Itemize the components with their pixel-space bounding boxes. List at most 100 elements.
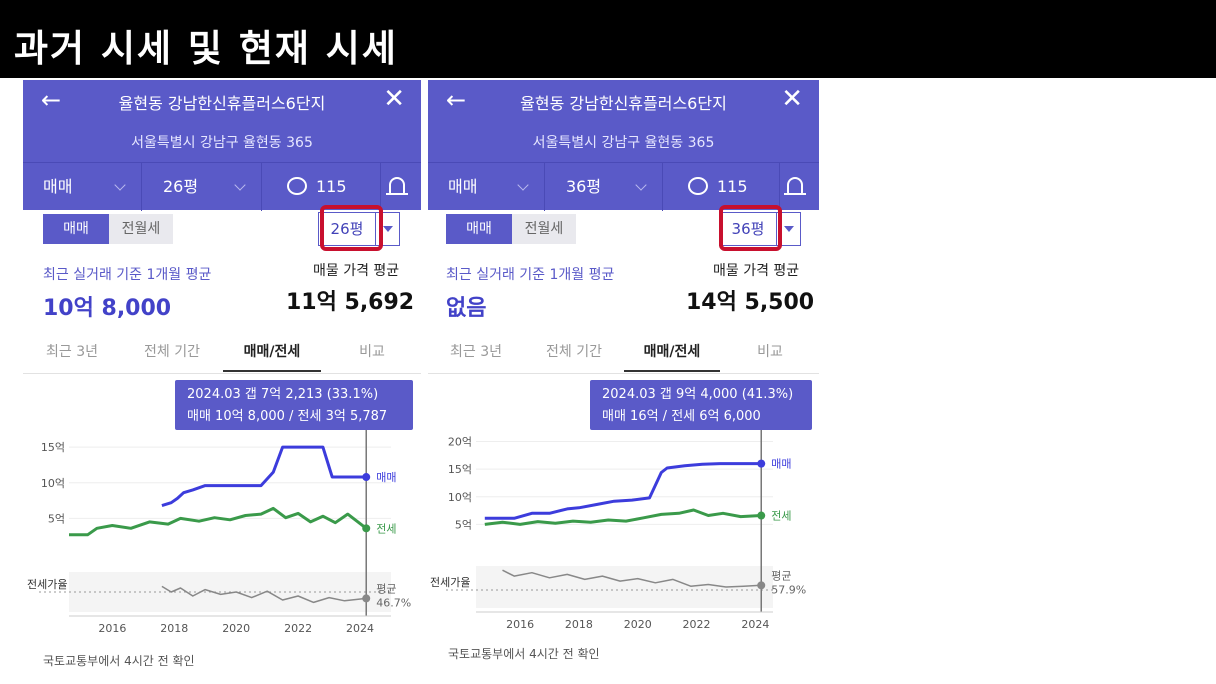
divider bbox=[662, 163, 663, 211]
legend-jeonse: 전세 bbox=[771, 510, 791, 523]
tooltip-line-2: 매매 10억 8,000 / 전세 3억 5,787 bbox=[187, 409, 387, 424]
x-tick-label: 2018 bbox=[160, 622, 188, 635]
listing-price-value: 11억 5,692 bbox=[286, 290, 415, 315]
jeonse-line bbox=[484, 508, 762, 526]
recent-price-value: 없음 bbox=[446, 296, 487, 321]
legend-ratio-label: 평균 bbox=[771, 569, 791, 582]
legend-jeonse: 전세 bbox=[376, 522, 396, 535]
divider bbox=[776, 213, 777, 245]
y-tick-label: 5억 bbox=[48, 512, 65, 525]
ratio-line bbox=[502, 569, 762, 588]
tooltip-line-2: 매매 16억 / 전세 6억 6,000 bbox=[602, 409, 761, 424]
comment-count[interactable]: 115 bbox=[717, 177, 748, 196]
tab-recent-3y[interactable]: 최근 3년 bbox=[46, 344, 98, 360]
x-tick-label: 2018 bbox=[565, 618, 593, 631]
tab-recent-3y[interactable]: 최근 3년 bbox=[450, 344, 502, 360]
tab-all-period[interactable]: 전체 기간 bbox=[546, 344, 602, 360]
comment-icon[interactable] bbox=[287, 177, 307, 195]
ratio-axis-label: 전세가율 bbox=[27, 578, 67, 591]
x-tick-label: 2016 bbox=[98, 622, 126, 635]
y-tick-label: 10억 bbox=[448, 491, 472, 504]
listing-price-label: 매물 가격 평균 bbox=[713, 263, 800, 279]
toggle-sale[interactable]: 매매 bbox=[43, 214, 109, 244]
complex-address: 서울특별시 강남구 율현동 365 bbox=[532, 135, 715, 151]
caret-down-icon bbox=[784, 226, 794, 232]
y-tick-label: 5억 bbox=[455, 518, 472, 531]
app-header: ← 율현동 강남한신휴플러스6단지 ✕ 서울특별시 강남구 율현동 365 매매… bbox=[23, 80, 421, 211]
tooltip-line-1: 2024.03 갭 7억 2,213 (33.1%) bbox=[187, 387, 378, 402]
complex-title: 율현동 강남한신휴플러스6단지 bbox=[520, 94, 727, 113]
tab-compare[interactable]: 비교 bbox=[757, 344, 783, 360]
legend-sale: 매매 bbox=[771, 458, 791, 471]
caret-down-icon bbox=[383, 226, 393, 232]
chevron-down-icon bbox=[635, 179, 647, 191]
bell-icon-base bbox=[784, 193, 806, 195]
divider bbox=[141, 163, 142, 211]
tab-sale-jeonse[interactable]: 매매/전세 bbox=[223, 332, 321, 372]
tooltip-line-1: 2024.03 갭 9억 4,000 (41.3%) bbox=[602, 387, 793, 402]
size-select[interactable]: 36평 bbox=[566, 177, 602, 196]
sale-end-dot bbox=[362, 473, 371, 482]
highlight-ring bbox=[320, 205, 383, 251]
bell-icon-base bbox=[386, 193, 408, 195]
deal-type-select[interactable]: 매매 bbox=[448, 177, 478, 196]
filter-row: 매매 36평 115 bbox=[428, 162, 819, 211]
slide-title: 과거 시세 및 현재 시세 bbox=[14, 27, 398, 70]
x-tick-label: 2022 bbox=[284, 622, 312, 635]
ratio-axis-label: 전세가율 bbox=[430, 576, 470, 589]
divider bbox=[375, 213, 376, 245]
sale-line bbox=[484, 462, 762, 520]
size-dropdown[interactable]: 26평 bbox=[318, 212, 400, 246]
panel-36-pyeong: ← 율현동 강남한신휴플러스6단지 ✕ 서울특별시 강남구 율현동 365 매매… bbox=[428, 80, 819, 680]
filter-row: 매매 26평 115 bbox=[23, 162, 421, 211]
title-bar: 과거 시세 및 현재 시세 bbox=[0, 0, 1216, 78]
legend-ratio-label: 평균 bbox=[376, 582, 396, 595]
close-icon[interactable]: ✕ bbox=[383, 84, 405, 114]
listing-price-value: 14억 5,500 bbox=[686, 290, 815, 315]
panel-26-pyeong: ← 율현동 강남한신휴플러스6단지 ✕ 서울특별시 강남구 율현동 365 매매… bbox=[23, 80, 421, 680]
close-icon[interactable]: ✕ bbox=[781, 84, 803, 114]
comment-count[interactable]: 115 bbox=[316, 177, 347, 196]
deal-type-select[interactable]: 매매 bbox=[43, 177, 73, 196]
legend-sale: 매매 bbox=[376, 471, 396, 484]
y-tick-label: 10억 bbox=[41, 477, 65, 490]
jeonse-line bbox=[69, 506, 368, 537]
divider bbox=[380, 163, 381, 211]
x-tick-label: 2020 bbox=[624, 618, 652, 631]
bell-icon[interactable] bbox=[389, 177, 405, 194]
source-note: 국토교통부에서 4시간 전 확인 bbox=[448, 647, 600, 661]
toggle-sale[interactable]: 매매 bbox=[446, 214, 512, 244]
tab-sale-jeonse[interactable]: 매매/전세 bbox=[624, 332, 720, 372]
chart-tooltip bbox=[590, 380, 812, 430]
arrow-left-icon[interactable]: ← bbox=[41, 86, 62, 114]
recent-price-label: 최근 실거래 기준 1개월 평균 bbox=[43, 267, 212, 283]
divider bbox=[261, 163, 262, 211]
y-tick-label: 15억 bbox=[448, 463, 472, 476]
divider bbox=[544, 163, 545, 211]
x-tick-label: 2022 bbox=[683, 618, 711, 631]
size-dropdown-value: 26평 bbox=[330, 220, 364, 238]
x-tick-label: 2024 bbox=[346, 622, 374, 635]
toggle-rent[interactable]: 전월세 bbox=[512, 214, 576, 244]
chart-tabs: 최근 3년 전체 기간 매매/전세 비교 bbox=[428, 332, 819, 374]
ratio-line bbox=[161, 585, 367, 604]
listing-price-label: 매물 가격 평균 bbox=[313, 263, 400, 279]
toggle-rent[interactable]: 전월세 bbox=[109, 214, 173, 244]
arrow-left-icon[interactable]: ← bbox=[446, 86, 467, 114]
size-select[interactable]: 26평 bbox=[163, 177, 199, 196]
recent-price-label: 최근 실거래 기준 1개월 평균 bbox=[446, 267, 615, 283]
chevron-down-icon bbox=[114, 179, 126, 191]
comment-icon[interactable] bbox=[688, 177, 708, 195]
bell-icon[interactable] bbox=[787, 177, 803, 194]
tab-compare[interactable]: 비교 bbox=[359, 344, 385, 360]
divider bbox=[779, 163, 780, 211]
tab-all-period[interactable]: 전체 기간 bbox=[144, 344, 200, 360]
complex-title: 율현동 강남한신휴플러스6단지 bbox=[118, 94, 326, 113]
chart-tabs: 최근 3년 전체 기간 매매/전세 비교 bbox=[23, 332, 421, 374]
jeonse-end-dot bbox=[362, 524, 371, 533]
complex-address: 서울특별시 강남구 율현동 365 bbox=[131, 135, 313, 151]
ratio-end-dot bbox=[757, 581, 766, 590]
